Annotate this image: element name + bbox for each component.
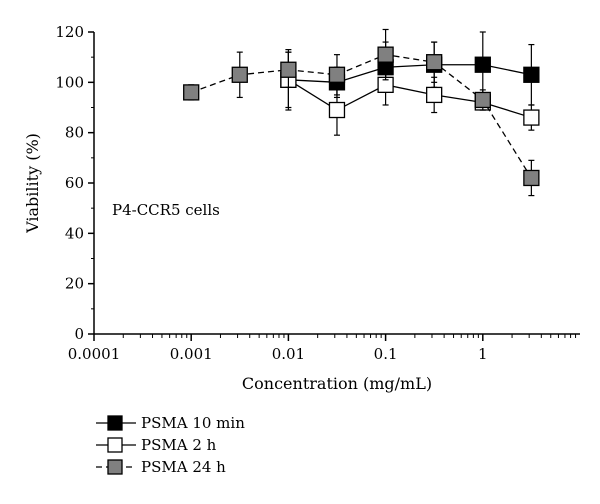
data-point [474, 91, 491, 109]
annotation-text: P4-CCR5 cells [112, 201, 220, 219]
data-point [474, 56, 491, 73]
y-axis-title: Viability (%) [23, 133, 42, 234]
data-point [426, 54, 443, 71]
data-point [183, 84, 200, 101]
y-tick-label: 80 [65, 124, 84, 142]
y-ticks: 0 20 40 60 80 100 120 [55, 23, 94, 343]
legend-marker [107, 459, 123, 475]
legend-marker [107, 415, 123, 431]
x-ticks: 0.0001 0.001 0.01 0.1 1 [68, 334, 577, 363]
plot-area: 0 20 40 60 80 100 120 0.0001 0.001 0.01 0.1 1 [55, 23, 580, 363]
data-point [523, 66, 540, 83]
x-tick-label: 1 [478, 345, 488, 363]
x-tick-label: 0.001 [170, 345, 213, 363]
y-tick-label: 0 [74, 325, 84, 343]
x-tick-label: 0.01 [272, 345, 305, 363]
legend-item: PSMA 24 h [96, 458, 226, 476]
y-tick-label: 40 [65, 224, 84, 242]
data-point [426, 86, 443, 104]
data-point [280, 61, 297, 78]
legend-label: PSMA 2 h [141, 436, 217, 454]
x-tick-label: 0.1 [374, 345, 398, 363]
legend-label: PSMA 10 min [141, 414, 245, 432]
series-line [288, 64, 532, 83]
x-axis-title: Concentration (mg/mL) [242, 374, 432, 393]
y-tick-label: 20 [65, 275, 84, 293]
data-point [523, 169, 540, 187]
legend-marker [107, 437, 123, 453]
y-tick-label: 120 [55, 23, 84, 41]
y-tick-label: 60 [65, 174, 84, 192]
series-1 [280, 31, 540, 109]
series-2 [280, 49, 540, 136]
legend-item: PSMA 10 min [96, 414, 245, 432]
legend: PSMA 10 min PSMA 2 h PSMA 24 h [96, 414, 245, 476]
data-point [231, 66, 248, 83]
data-point [328, 101, 346, 119]
legend-item: PSMA 2 h [96, 436, 217, 454]
series-3 [183, 28, 540, 197]
data-point [523, 109, 540, 126]
x-tick-label: 0.0001 [68, 345, 121, 363]
data-point [328, 66, 346, 83]
series-line [288, 79, 532, 119]
series-layer [183, 28, 540, 197]
y-tick-label: 100 [55, 73, 84, 91]
legend-label: PSMA 24 h [141, 458, 226, 476]
data-point [377, 46, 394, 63]
